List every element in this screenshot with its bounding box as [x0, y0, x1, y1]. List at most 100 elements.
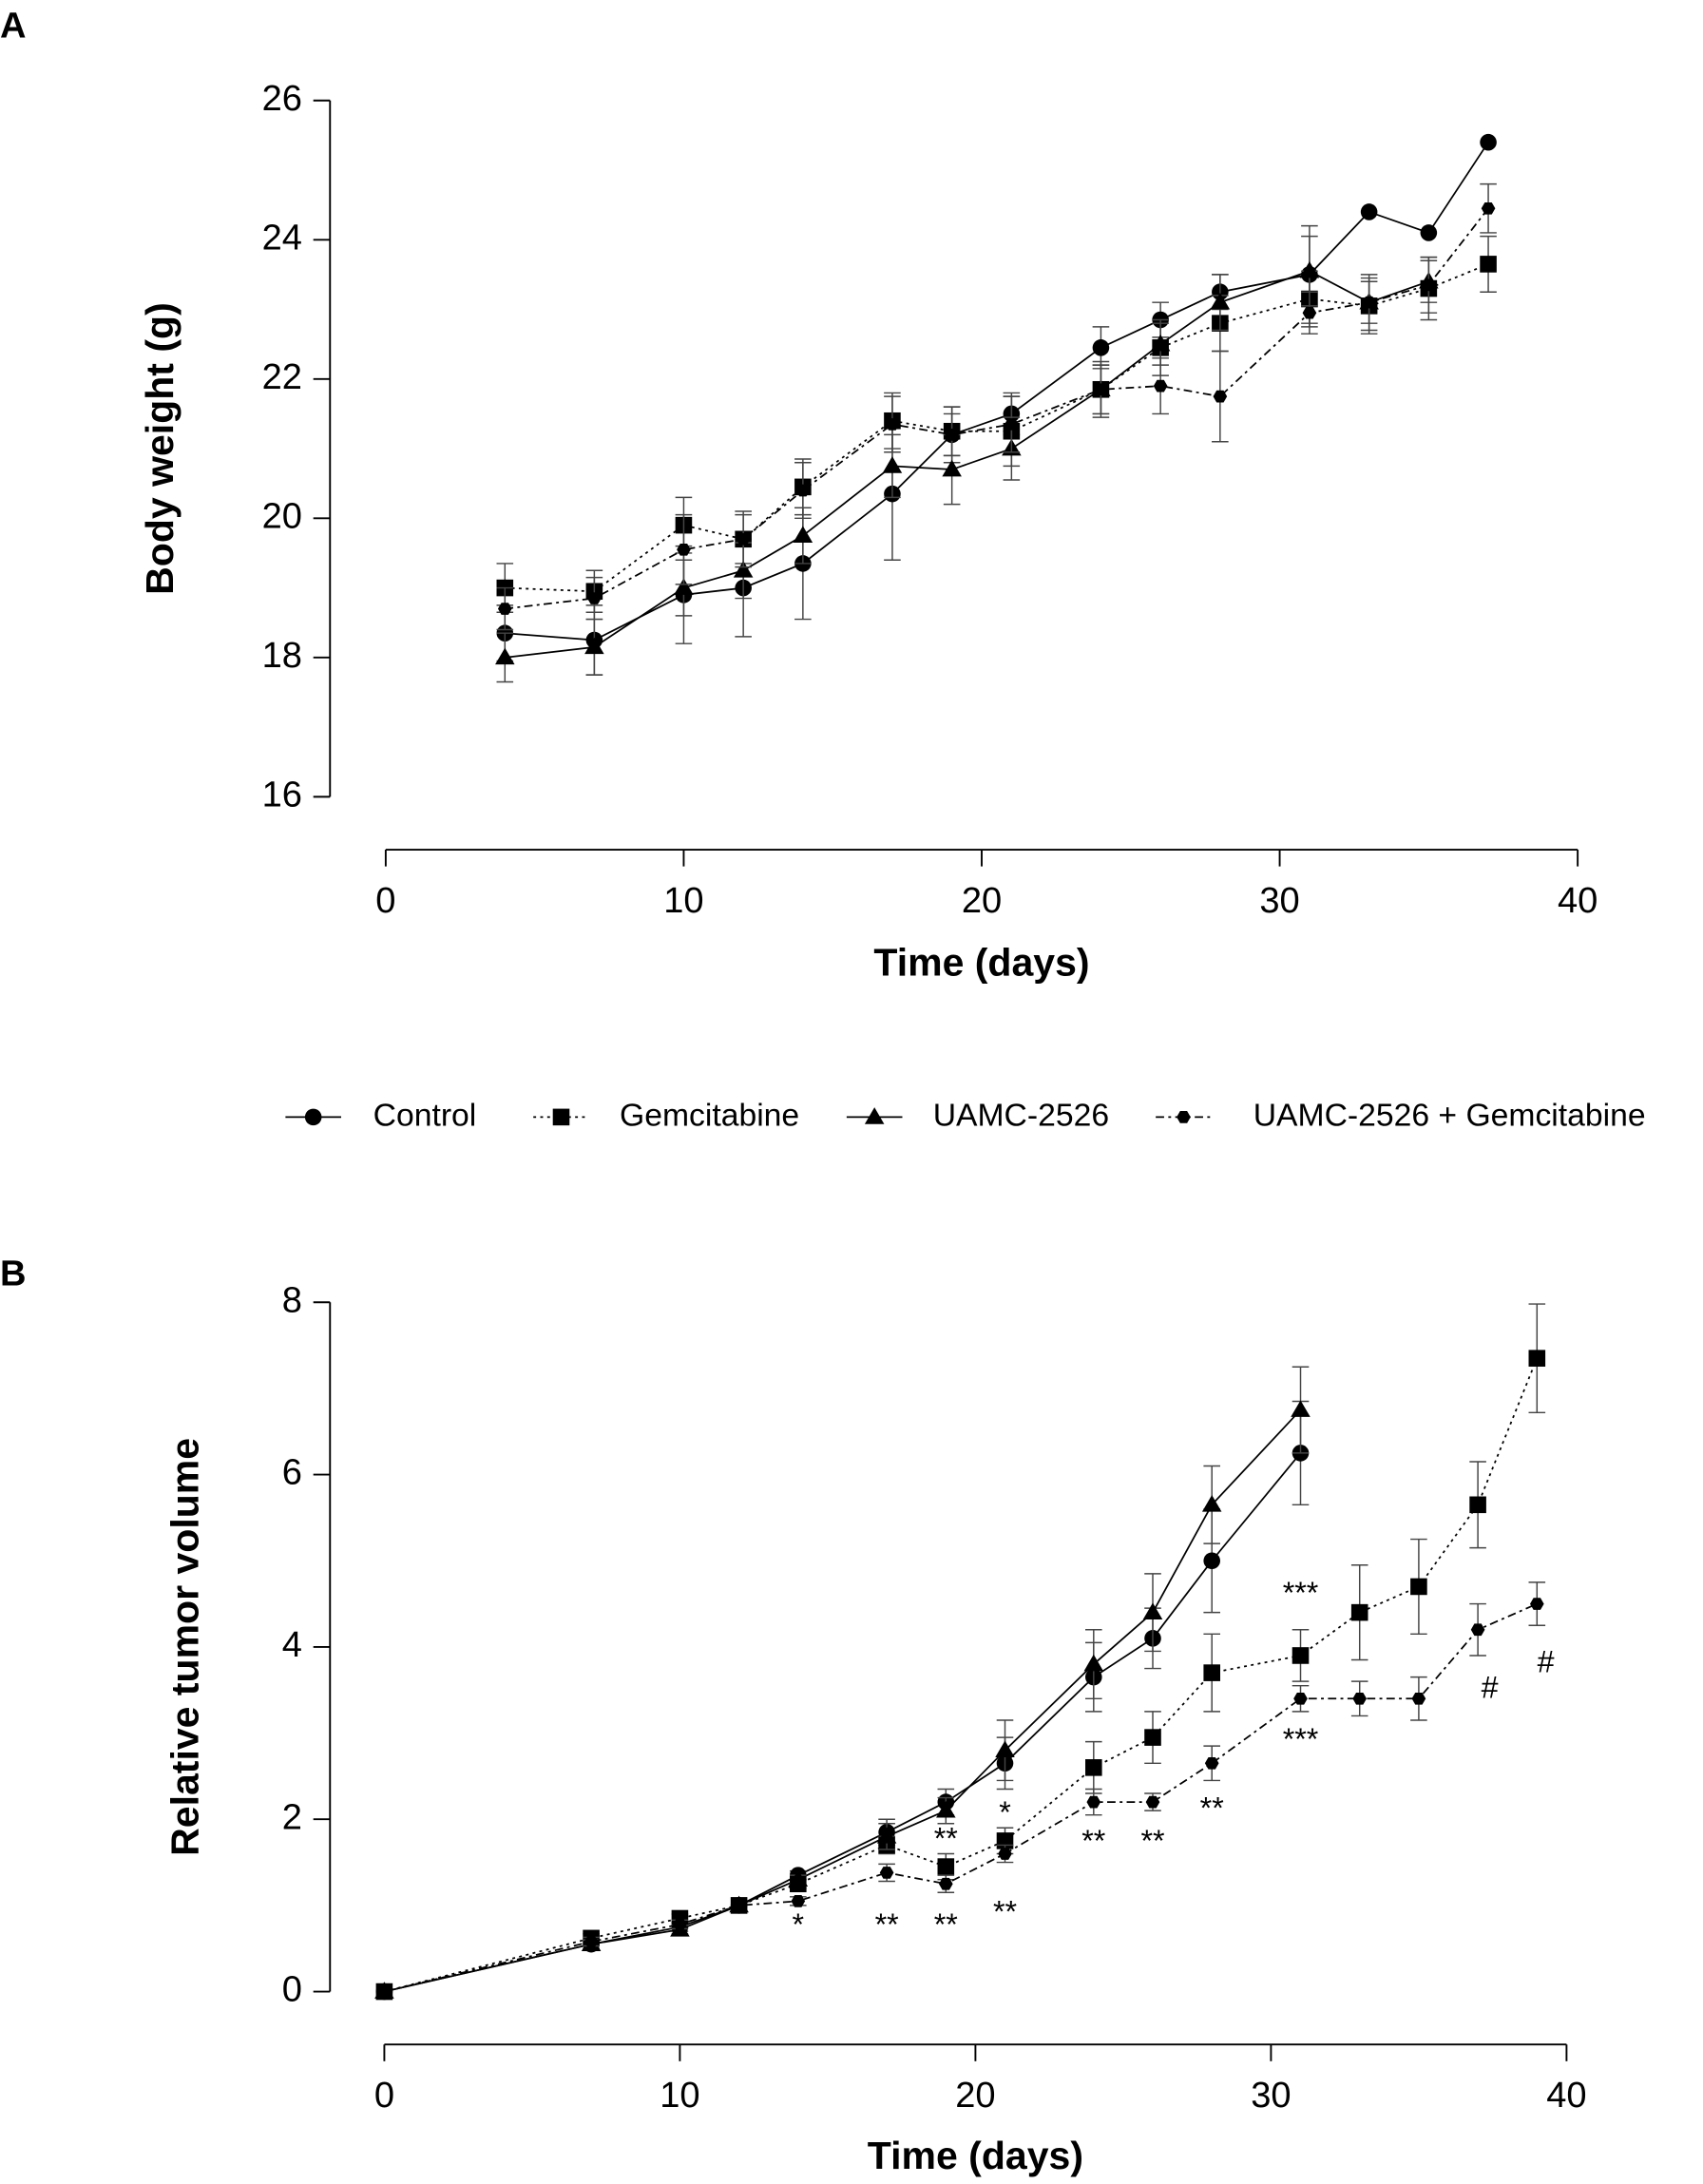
y-tick-label: 2: [282, 1797, 302, 1837]
x-tick-label: 20: [962, 881, 1002, 921]
legend-label: UAMC-2526: [933, 1097, 1109, 1133]
marker: [733, 561, 754, 578]
marker: [1083, 1654, 1104, 1672]
annotation: *: [793, 1907, 805, 1942]
annotation: **: [1200, 1791, 1225, 1826]
marker: [882, 456, 903, 473]
marker: [938, 1877, 953, 1890]
series-line: [505, 207, 1489, 610]
marker: [1480, 256, 1497, 273]
marker: [497, 603, 512, 615]
marker: [584, 637, 604, 655]
marker: [1085, 1759, 1102, 1776]
marker: [793, 526, 813, 543]
x-tick-label: 30: [1251, 2076, 1291, 2116]
marker: [1299, 260, 1320, 278]
marker: [1469, 1496, 1486, 1514]
series-line: [384, 1357, 1539, 1993]
marker: [998, 1848, 1012, 1860]
marker: [1150, 334, 1171, 352]
marker: [1410, 1578, 1427, 1596]
marker: [995, 1740, 1015, 1758]
marker: [732, 1899, 746, 1912]
marker: [879, 1867, 894, 1879]
series-line: [384, 1408, 1302, 1993]
x-axis-title: Time (days): [868, 2134, 1083, 2177]
legend-label: Control: [373, 1097, 477, 1133]
y-tick-label: 22: [262, 357, 302, 397]
marker: [673, 1918, 687, 1931]
marker: [1470, 1623, 1485, 1637]
x-axis-title: Time (days): [873, 940, 1089, 984]
marker: [1480, 133, 1497, 151]
marker: [495, 647, 515, 665]
marker: [1203, 1664, 1220, 1681]
marker: [936, 1800, 956, 1818]
marker: [1422, 278, 1436, 292]
legend-label: UAMC-2526 + Gemcitabine: [1253, 1097, 1646, 1133]
marker: [937, 1858, 955, 1875]
marker: [1213, 390, 1228, 403]
y-axis-title: Relative tumor volume: [163, 1438, 207, 1856]
annotation: **: [1140, 1824, 1165, 1858]
y-tick-label: 18: [262, 636, 302, 676]
annotation: ***: [1283, 1576, 1319, 1610]
marker: [1145, 1795, 1160, 1809]
marker: [1153, 379, 1168, 393]
marker: [1005, 418, 1019, 431]
x-tick-label: 0: [374, 2076, 394, 2116]
marker: [677, 543, 691, 556]
y-axis-title: Body weight (g): [138, 302, 182, 595]
marker: [1092, 339, 1110, 356]
marker: [1144, 1729, 1161, 1746]
marker: [1201, 1495, 1222, 1512]
series-line: [505, 270, 1429, 659]
marker: [1293, 1692, 1308, 1705]
legend-marker: [552, 1108, 570, 1126]
series-line: [505, 142, 1489, 642]
annotation: **: [993, 1894, 1018, 1928]
legend-marker: [304, 1108, 322, 1126]
marker: [1352, 1692, 1368, 1705]
series-line: [505, 263, 1489, 593]
annotation: #: [1538, 1645, 1555, 1679]
annotation: **: [934, 1907, 959, 1942]
x-tick-label: 10: [663, 881, 703, 921]
legend-label: Gemcitabine: [620, 1097, 799, 1133]
y-tick-label: 4: [282, 1625, 302, 1665]
marker: [1094, 383, 1108, 396]
marker: [1420, 224, 1438, 241]
y-tick-label: 6: [282, 1453, 302, 1493]
annotation: *: [999, 1795, 1011, 1830]
marker: [876, 1827, 897, 1844]
x-tick-label: 30: [1259, 881, 1299, 921]
marker: [1529, 1598, 1544, 1610]
marker: [1302, 306, 1317, 319]
marker: [1411, 1692, 1426, 1705]
marker: [1204, 1756, 1219, 1770]
annotation: #: [1482, 1671, 1499, 1705]
x-tick-label: 0: [375, 881, 395, 921]
x-tick-label: 20: [955, 2076, 995, 2116]
annotation: **: [934, 1821, 959, 1855]
marker: [942, 459, 962, 477]
marker: [791, 1895, 806, 1907]
marker: [1292, 1647, 1310, 1664]
marker: [1528, 1350, 1546, 1367]
y-tick-label: 26: [262, 79, 302, 119]
x-tick-label: 40: [1546, 2076, 1586, 2116]
marker: [377, 1985, 392, 1998]
marker: [1291, 1400, 1311, 1417]
legend-marker: [864, 1107, 885, 1124]
y-tick-label: 0: [282, 1970, 302, 2010]
marker: [1350, 1603, 1368, 1621]
marker: [885, 418, 900, 431]
series-line: [384, 1452, 1302, 1993]
marker: [1086, 1795, 1101, 1809]
marker: [788, 1869, 809, 1887]
x-tick-label: 10: [660, 2076, 699, 2116]
marker: [945, 429, 959, 441]
marker: [1362, 296, 1376, 309]
